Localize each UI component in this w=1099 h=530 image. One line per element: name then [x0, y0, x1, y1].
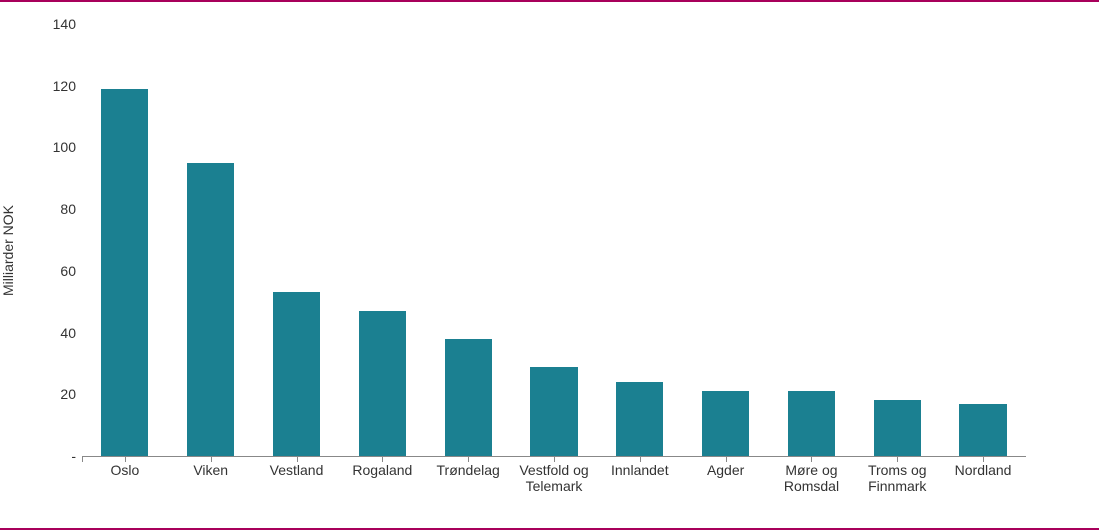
- ytick-label: 20: [36, 386, 76, 402]
- xtick-label: Vestland: [254, 462, 340, 478]
- bar: [874, 400, 921, 456]
- xtick-mark: [125, 456, 126, 462]
- ytick-label: 60: [36, 263, 76, 279]
- xtick-mark: [211, 456, 212, 462]
- bar: [273, 292, 320, 456]
- ytick-label: 100: [36, 139, 76, 155]
- xtick-label: Innlandet: [597, 462, 683, 478]
- xtick-label: Viken: [168, 462, 254, 478]
- xtick-mark: [554, 456, 555, 462]
- xtick-label: Møre og Romsdal: [768, 462, 854, 494]
- xtick-label: Troms og Finnmark: [854, 462, 940, 494]
- y-axis-label: Milliarder NOK: [0, 205, 16, 296]
- xtick-mark: [811, 456, 812, 462]
- bar: [359, 311, 406, 456]
- xtick-mark: [82, 456, 83, 462]
- xtick-label: Nordland: [940, 462, 1026, 478]
- bar: [101, 89, 148, 456]
- xtick-mark: [983, 456, 984, 462]
- xtick-mark: [897, 456, 898, 462]
- xtick-mark: [297, 456, 298, 462]
- x-labels: OsloVikenVestlandRogalandTrøndelagVestfo…: [82, 462, 1026, 518]
- xtick-label: Oslo: [82, 462, 168, 478]
- xtick-mark: [726, 456, 727, 462]
- xtick-label: Trøndelag: [425, 462, 511, 478]
- plot-area: [82, 24, 1026, 456]
- bar: [702, 391, 749, 456]
- bar: [788, 391, 835, 456]
- bar: [445, 339, 492, 456]
- xtick-label: Vestfold og Telemark: [511, 462, 597, 494]
- bar: [530, 367, 577, 456]
- xtick-label: Agder: [683, 462, 769, 478]
- chart-frame: -20406080100120140Milliarder NOKOsloVike…: [34, 10, 1038, 520]
- ytick-label: 80: [36, 201, 76, 217]
- ytick-label: 120: [36, 78, 76, 94]
- xtick-label: Rogaland: [339, 462, 425, 478]
- bar: [187, 163, 234, 456]
- ytick-label: 40: [36, 325, 76, 341]
- xtick-mark: [382, 456, 383, 462]
- xtick-mark: [468, 456, 469, 462]
- ytick-label: 140: [36, 16, 76, 32]
- xtick-mark: [640, 456, 641, 462]
- bar: [616, 382, 663, 456]
- ytick-label: -: [36, 448, 76, 464]
- bar: [959, 404, 1006, 456]
